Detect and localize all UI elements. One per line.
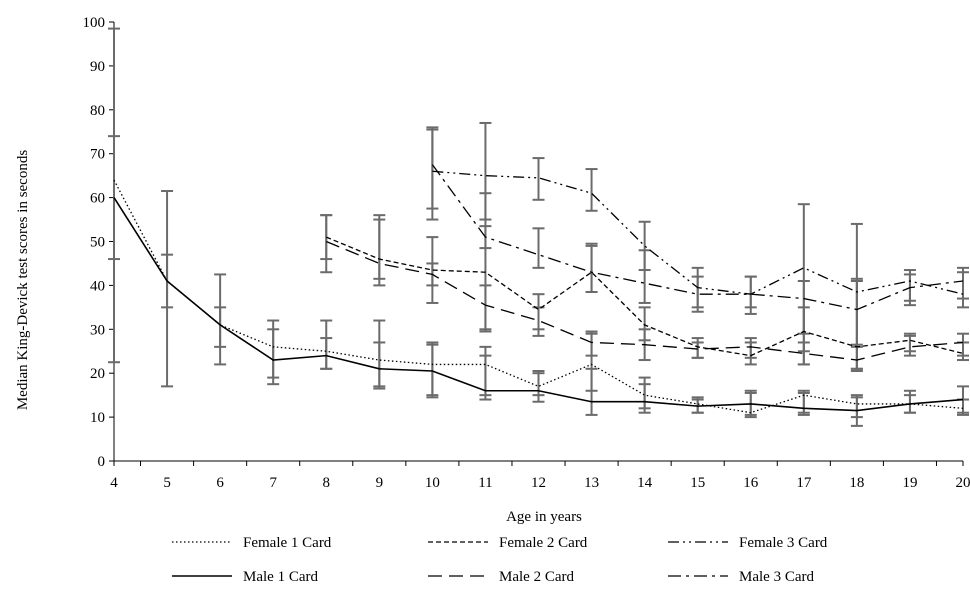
y-tick-label: 70 bbox=[90, 147, 105, 163]
y-tick-label: 0 bbox=[98, 454, 106, 470]
plot-area: 0 10 20 30 40 50 60 70 80 90 100 4 5 6 7 8 9 10 11 12 13 14 1… bbox=[83, 15, 970, 491]
error-bar bbox=[214, 273, 227, 366]
legend-item: Female 2 Card bbox=[428, 535, 588, 551]
error-bar bbox=[267, 328, 280, 386]
x-axis-ticks: 4 5 6 7 8 9 10 11 12 13 14 15 16 17 18 19 20 bbox=[110, 461, 970, 491]
error-bar bbox=[850, 277, 863, 370]
error-bar bbox=[850, 396, 863, 427]
x-tick-label: 18 bbox=[849, 475, 864, 491]
legend-item: Male 1 Card bbox=[172, 569, 318, 585]
error-bar bbox=[479, 121, 492, 221]
x-tick-label: 6 bbox=[216, 475, 224, 491]
x-tick-label: 10 bbox=[425, 475, 440, 491]
error-bar bbox=[638, 249, 651, 304]
error-bar bbox=[585, 367, 598, 416]
error-bar bbox=[903, 334, 916, 357]
error-bar bbox=[532, 227, 545, 269]
x-axis-label: Age in years bbox=[506, 509, 582, 525]
error-bar bbox=[797, 391, 810, 416]
legend-label: Male 3 Card bbox=[739, 569, 814, 585]
x-tick-label: 13 bbox=[584, 475, 599, 491]
x-tick-label: 16 bbox=[743, 475, 759, 491]
error-bar bbox=[320, 337, 333, 370]
x-tick-label: 5 bbox=[163, 475, 171, 491]
series-line bbox=[432, 170, 964, 295]
y-tick-label: 60 bbox=[90, 191, 105, 207]
series-line bbox=[113, 197, 964, 412]
x-tick-label: 14 bbox=[637, 475, 653, 491]
legend-label: Male 2 Card bbox=[499, 569, 574, 585]
error-bar bbox=[957, 332, 969, 357]
x-tick-label: 11 bbox=[478, 475, 492, 491]
error-bar bbox=[585, 330, 598, 357]
legend-item: Female 3 Card bbox=[668, 535, 828, 551]
error-bar bbox=[373, 341, 386, 390]
x-tick-label: 19 bbox=[902, 475, 917, 491]
x-tick-label: 12 bbox=[531, 475, 546, 491]
y-tick-label: 100 bbox=[83, 15, 106, 31]
error-bars bbox=[108, 27, 969, 427]
series-line bbox=[326, 236, 964, 357]
y-tick-label: 50 bbox=[90, 235, 105, 251]
error-bar bbox=[691, 396, 704, 414]
x-tick-label: 8 bbox=[323, 475, 331, 491]
legend-label: Female 3 Card bbox=[739, 535, 828, 551]
y-axis-label: Median King-Devick test scores in second… bbox=[15, 150, 31, 411]
x-tick-label: 20 bbox=[956, 475, 970, 491]
error-bar bbox=[373, 218, 386, 280]
x-tick-label: 15 bbox=[690, 475, 705, 491]
y-tick-label: 40 bbox=[90, 278, 105, 294]
error-bar bbox=[426, 128, 439, 221]
error-bar bbox=[744, 337, 757, 359]
y-axis-ticks: 0 10 20 30 40 50 60 70 80 90 100 bbox=[83, 15, 114, 470]
error-bar bbox=[744, 275, 757, 315]
legend-label: Female 1 Card bbox=[243, 535, 332, 551]
x-tick-label: 4 bbox=[110, 475, 118, 491]
legend-item: Female 1 Card bbox=[172, 535, 332, 551]
error-bar bbox=[797, 280, 810, 335]
legend-label: Male 1 Card bbox=[243, 569, 318, 585]
y-tick-label: 80 bbox=[90, 103, 105, 119]
x-tick-label: 9 bbox=[376, 475, 384, 491]
legend-label: Female 2 Card bbox=[499, 535, 588, 551]
series-line bbox=[326, 240, 964, 361]
y-tick-label: 10 bbox=[90, 410, 105, 426]
legend-item: Male 2 Card bbox=[428, 569, 574, 585]
error-bar bbox=[479, 284, 492, 333]
error-bar bbox=[108, 27, 120, 364]
error-bar bbox=[691, 275, 704, 313]
error-bar bbox=[797, 341, 810, 366]
y-tick-label: 30 bbox=[90, 322, 105, 338]
error-bar bbox=[479, 354, 492, 401]
x-tick-label: 17 bbox=[796, 475, 812, 491]
error-bar bbox=[532, 157, 545, 201]
legend-item: Male 3 Card bbox=[668, 569, 814, 585]
y-tick-label: 20 bbox=[90, 366, 105, 382]
series-lines bbox=[113, 164, 964, 414]
legend: Female 1 Card Female 2 Card Female 3 Card M… bbox=[172, 535, 828, 585]
error-bar bbox=[532, 370, 545, 403]
error-bar bbox=[691, 341, 704, 359]
x-tick-label: 7 bbox=[269, 475, 277, 491]
error-bar bbox=[638, 383, 651, 414]
error-bar bbox=[585, 168, 598, 212]
series-line bbox=[113, 179, 964, 414]
error-bar bbox=[161, 190, 174, 388]
y-tick-label: 90 bbox=[90, 59, 105, 75]
error-bar bbox=[585, 244, 598, 293]
error-bar bbox=[957, 271, 969, 300]
